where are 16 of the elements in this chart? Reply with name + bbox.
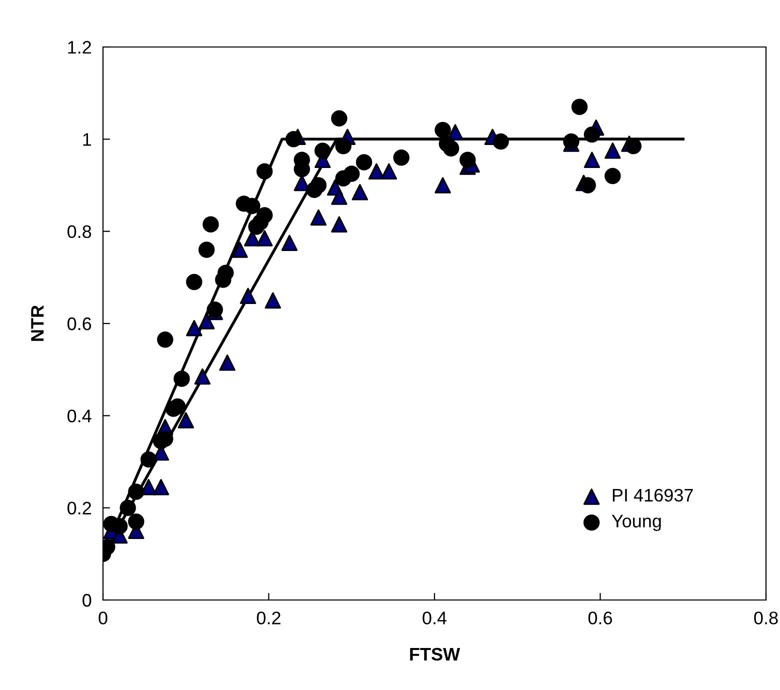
- y-tick-label: 1.2: [68, 40, 91, 54]
- y-tick-label: 0: [82, 594, 92, 607]
- x-tick-label: 0.6: [588, 612, 612, 624]
- y-tick-label: 0.4: [67, 410, 92, 422]
- y-tick-label: 0.6: [67, 317, 92, 330]
- x-axis-title: FTSW: [410, 648, 460, 661]
- x-tick-label: 0.8: [754, 612, 778, 624]
- legend-label: Young: [612, 514, 661, 532]
- y-tick-label: 0.8: [67, 225, 92, 238]
- legend-label: PI 416937: [612, 488, 693, 502]
- x-tick-label: 0.2: [256, 612, 280, 624]
- y-tick-label: 1: [83, 133, 92, 146]
- x-tick-label: 0.4: [422, 612, 447, 624]
- x-tick-label: 0: [98, 612, 108, 624]
- y-axis-title: NTR: [31, 305, 44, 341]
- y-tick-label: 0.2: [67, 502, 91, 515]
